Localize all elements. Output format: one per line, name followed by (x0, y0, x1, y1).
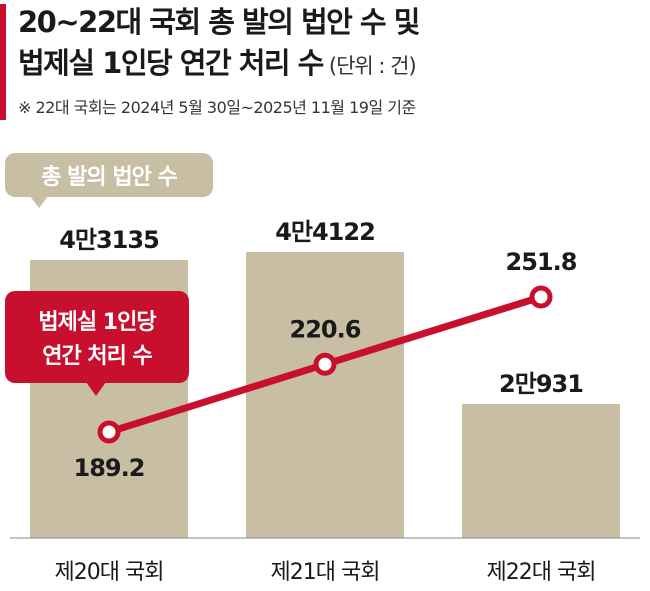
x-tick-label-1: 제20대 국회 (55, 560, 164, 585)
legend-tag-line-pointer (86, 382, 106, 396)
line-value-label-3: 251.8 (506, 248, 577, 276)
line-point-2 (313, 352, 337, 376)
line-value-label-1: 189.2 (74, 454, 145, 482)
legend-tag-bars (5, 153, 213, 197)
chart-title-line2: 법제실 1인당 연간 처리 수 (단위 : 건) (18, 46, 417, 80)
x-tick-label-2: 제21대 국회 (271, 560, 380, 585)
line-point-3 (529, 285, 553, 309)
legend-tag-line (5, 291, 189, 383)
bar-value-label-2: 4만4122 (275, 218, 375, 246)
bar-3 (462, 404, 620, 538)
chart-title-line2-text: 법제실 1인당 연간 처리 수 (18, 46, 324, 80)
accent-bar (0, 4, 6, 120)
x-tick-label-3: 제22대 국회 (487, 560, 596, 585)
legend-tag-bars-pointer (30, 196, 48, 208)
bar-value-label-3: 2만931 (499, 370, 583, 398)
bar-value-label-1: 4만3135 (59, 226, 159, 254)
line-point-1 (97, 420, 121, 444)
unit-label: (단위 : 건) (328, 54, 417, 78)
bar-2 (246, 252, 404, 538)
chart-title-line1: 20~22대 국회 총 발의 법안 수 및 (18, 5, 420, 39)
line-value-label-2: 220.6 (290, 315, 361, 343)
legend-label-line-part-2: 연간 처리 수 (42, 344, 152, 369)
legend-label-line-part-1: 법제실 1인당 (38, 310, 156, 335)
legend-label-bars: 총 발의 법안 수 (41, 165, 177, 190)
footnote: ※ 22대 국회는 2024년 5월 30일~2025년 11월 19일 기준 (18, 98, 416, 117)
